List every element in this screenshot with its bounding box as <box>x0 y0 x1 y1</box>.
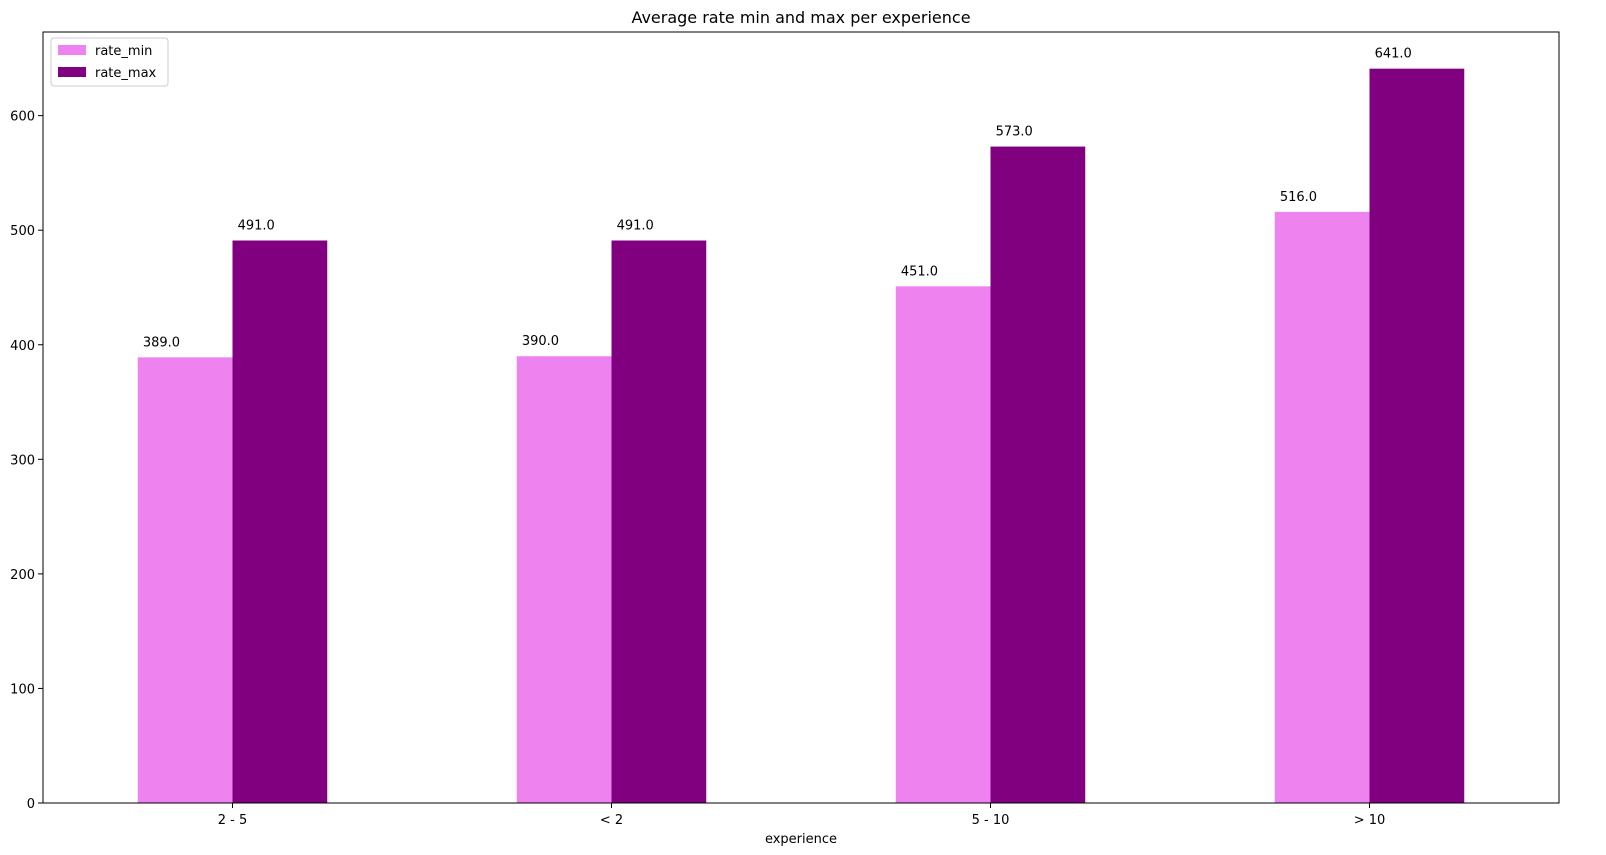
data-label-rate-min-1: 390.0 <box>522 334 559 349</box>
y-tick-label: 100 <box>10 682 35 697</box>
bar-rate-max-2 <box>990 146 1086 804</box>
x-tick-label: < 2 <box>600 813 623 828</box>
y-tick-label: 600 <box>10 110 35 125</box>
data-label-rate-max-0: 491.0 <box>238 219 275 234</box>
bar-rate-max-0 <box>232 240 328 804</box>
plot-frame <box>42 31 1560 804</box>
data-label-rate-max-3: 641.0 <box>1375 47 1412 62</box>
data-label-rate-min-0: 389.0 <box>143 335 180 350</box>
y-axis: 0 100 200 300 400 500 600 <box>10 110 43 812</box>
y-tick-label: 400 <box>10 339 35 354</box>
bar-rate-max-3 <box>1369 68 1465 803</box>
x-tick-label: 5 - 10 <box>972 813 1010 828</box>
data-label-rate-min-2: 451.0 <box>901 264 938 279</box>
legend: rate_min rate_max <box>50 37 169 87</box>
bar-rate-min-0 <box>137 357 233 803</box>
bar-rate-min-3 <box>1274 211 1370 803</box>
legend-label-rate-max: rate_max <box>95 66 157 81</box>
chart-title: Average rate min and max per experience <box>631 8 970 27</box>
bar-rate-min-1 <box>516 356 612 803</box>
x-tick-label: > 10 <box>1354 813 1386 828</box>
data-label-rate-min-3: 516.0 <box>1280 190 1317 205</box>
legend-label-rate-min: rate_min <box>95 44 152 59</box>
bars-layer <box>137 68 1465 804</box>
y-tick-label: 500 <box>10 224 35 239</box>
x-tick-label: 2 - 5 <box>218 813 248 828</box>
bar-rate-max-1 <box>611 240 707 804</box>
y-tick-label: 0 <box>27 797 35 812</box>
y-tick-label: 200 <box>10 568 35 583</box>
data-labels-layer: 389.0 390.0 451.0 516.0 491.0 491.0 573.0 641.0 <box>143 47 1412 351</box>
x-axis: 2 - 5 < 2 5 - 10 > 10 <box>218 803 1386 828</box>
legend-swatch-rate-max <box>58 67 86 77</box>
x-axis-label: experience <box>765 832 837 847</box>
bar-rate-min-2 <box>895 286 991 803</box>
y-tick-label: 300 <box>10 453 35 468</box>
data-label-rate-max-2: 573.0 <box>996 125 1033 140</box>
data-label-rate-max-1: 491.0 <box>617 219 654 234</box>
legend-swatch-rate-min <box>58 45 86 55</box>
